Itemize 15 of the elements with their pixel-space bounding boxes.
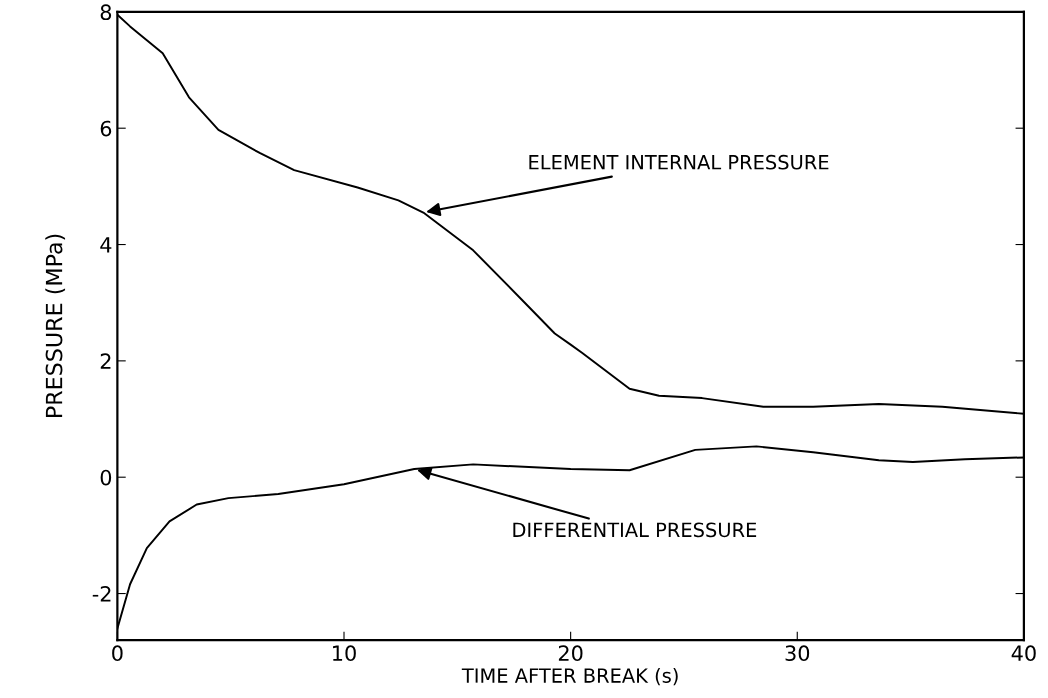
y-axis-title: PRESSURE (MPa) bbox=[45, 234, 66, 417]
y-tick-label: 2 bbox=[100, 353, 111, 369]
x-tick-label: 10 bbox=[333, 645, 356, 662]
x-tick-label: 30 bbox=[785, 645, 810, 662]
x-tick-label: 40 bbox=[1011, 645, 1036, 662]
annotation: ELEMENT INTERNAL PRESSURE bbox=[529, 154, 829, 170]
y-tick-label: 0 bbox=[100, 469, 112, 486]
annotation: DIFFERENTIAL PRESSURE bbox=[513, 522, 757, 538]
x-tick-label: 20 bbox=[558, 645, 583, 662]
y-tick-label: 8 bbox=[100, 4, 112, 21]
y-tick-label: 4 bbox=[100, 237, 112, 253]
y-tick-label: 6 bbox=[100, 120, 112, 137]
x-tick-label: 0 bbox=[112, 645, 123, 662]
y-tick-label: -2 bbox=[92, 585, 111, 602]
x-axis-title: TIME AFTER BREAK (s) bbox=[461, 667, 678, 686]
